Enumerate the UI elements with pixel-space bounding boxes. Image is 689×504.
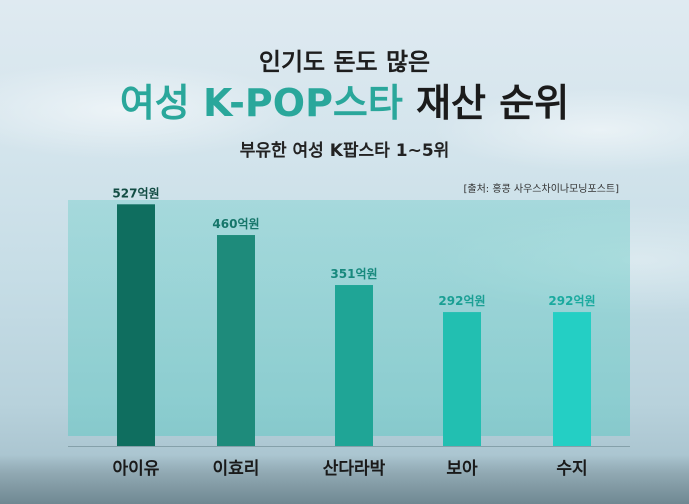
category-label-4: 보아 [446,459,478,479]
value-label-4: 292억원 [438,294,485,308]
category-label-3: 산다라박 [323,459,386,479]
value-label-1: 527억원 [112,186,159,200]
bar-5 [553,312,591,446]
category-label-2: 이효리 [213,459,260,479]
category-label-5: 수지 [556,459,587,479]
chart-subtitle: 부유한 여성 K팝스타 1~5위 [239,141,450,161]
value-label-5: 292억원 [548,294,595,308]
x-axis-line [68,446,630,447]
title-rest: 재산 순위 [416,81,570,125]
bar-1 [117,204,155,446]
title-line1: 인기도 돈도 많은 [258,48,431,76]
category-label-1: 아이유 [113,459,160,479]
value-label-3: 351억원 [330,267,377,281]
bar-3 [335,285,373,446]
source-note: [출처: 홍콩 사우스차이나모닝포스트] [463,184,619,195]
bar-2 [217,235,255,446]
value-label-2: 460억원 [212,217,259,231]
stadium-background [0,455,689,504]
chart-title: 여성 K-POP스타 재산 순위 [0,80,689,126]
title-accent: 여성 K-POP스타 [119,81,403,125]
bar-4 [443,312,481,446]
